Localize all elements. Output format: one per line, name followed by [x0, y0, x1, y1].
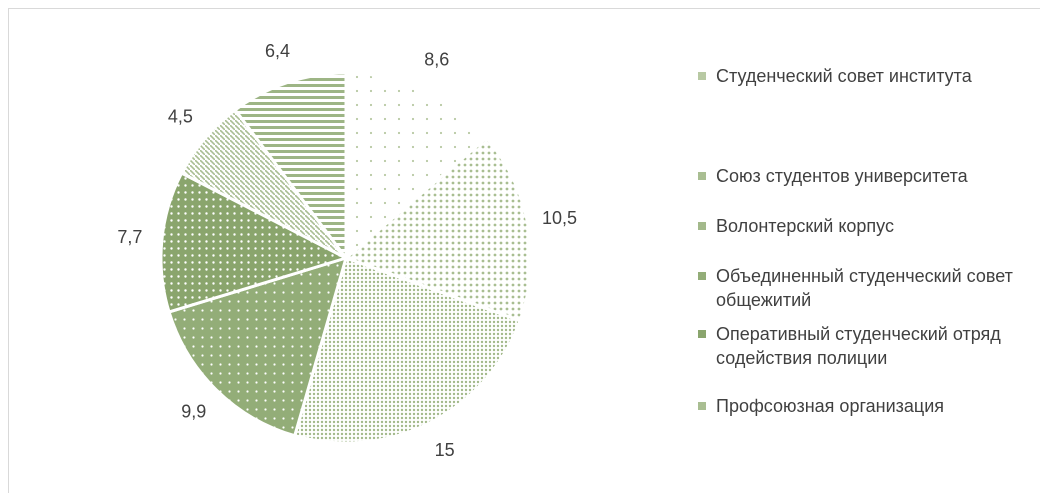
- data-label: 9,9: [181, 401, 206, 421]
- chart-border: [8, 8, 1040, 493]
- legend-swatch: [698, 222, 706, 230]
- pie-slice: [167, 255, 349, 438]
- pie-slice: [344, 71, 489, 262]
- legend-label: Союз студентов университета: [716, 166, 968, 186]
- legend-item: Профсоюзная организация: [696, 394, 1026, 418]
- legend-item: Волонтерский корпус: [696, 214, 1026, 238]
- legend-label: Профсоюзная организация: [716, 396, 945, 416]
- legend-swatch: [698, 172, 706, 180]
- data-label: 6,4: [265, 41, 290, 61]
- pie-slice: [233, 71, 348, 263]
- data-label: 10,5: [542, 208, 577, 228]
- legend-label: Студенческий совет института: [716, 66, 972, 86]
- legend-swatch: [698, 272, 706, 280]
- legend-item: Объединенный студенческий совет общежити…: [696, 264, 1026, 312]
- data-label: 15: [435, 440, 455, 460]
- legend-swatch: [698, 330, 706, 338]
- legend-item: Оперативный студенческий отряд содействи…: [696, 322, 1026, 370]
- legend-item: Студенческий совет института: [696, 64, 1026, 88]
- legend-item: Союз студентов университета: [696, 164, 1026, 188]
- legend-swatch: [698, 72, 706, 80]
- data-label: 8,6: [424, 50, 449, 70]
- legend-label: Волонтерский корпус: [716, 216, 894, 236]
- pie-slice: [343, 135, 533, 323]
- pie-slice: [292, 256, 522, 445]
- data-label: 7,7: [117, 227, 142, 247]
- legend-swatch: [698, 402, 706, 410]
- data-label: 4,5: [168, 107, 193, 127]
- legend: Студенческий совет института Союз студент…: [696, 40, 1026, 418]
- pie-slice: [159, 171, 350, 314]
- legend-label: Объединенный студенческий совет общежити…: [716, 266, 1013, 310]
- legend-label: Оперативный студенческий отряд содействи…: [716, 324, 1001, 368]
